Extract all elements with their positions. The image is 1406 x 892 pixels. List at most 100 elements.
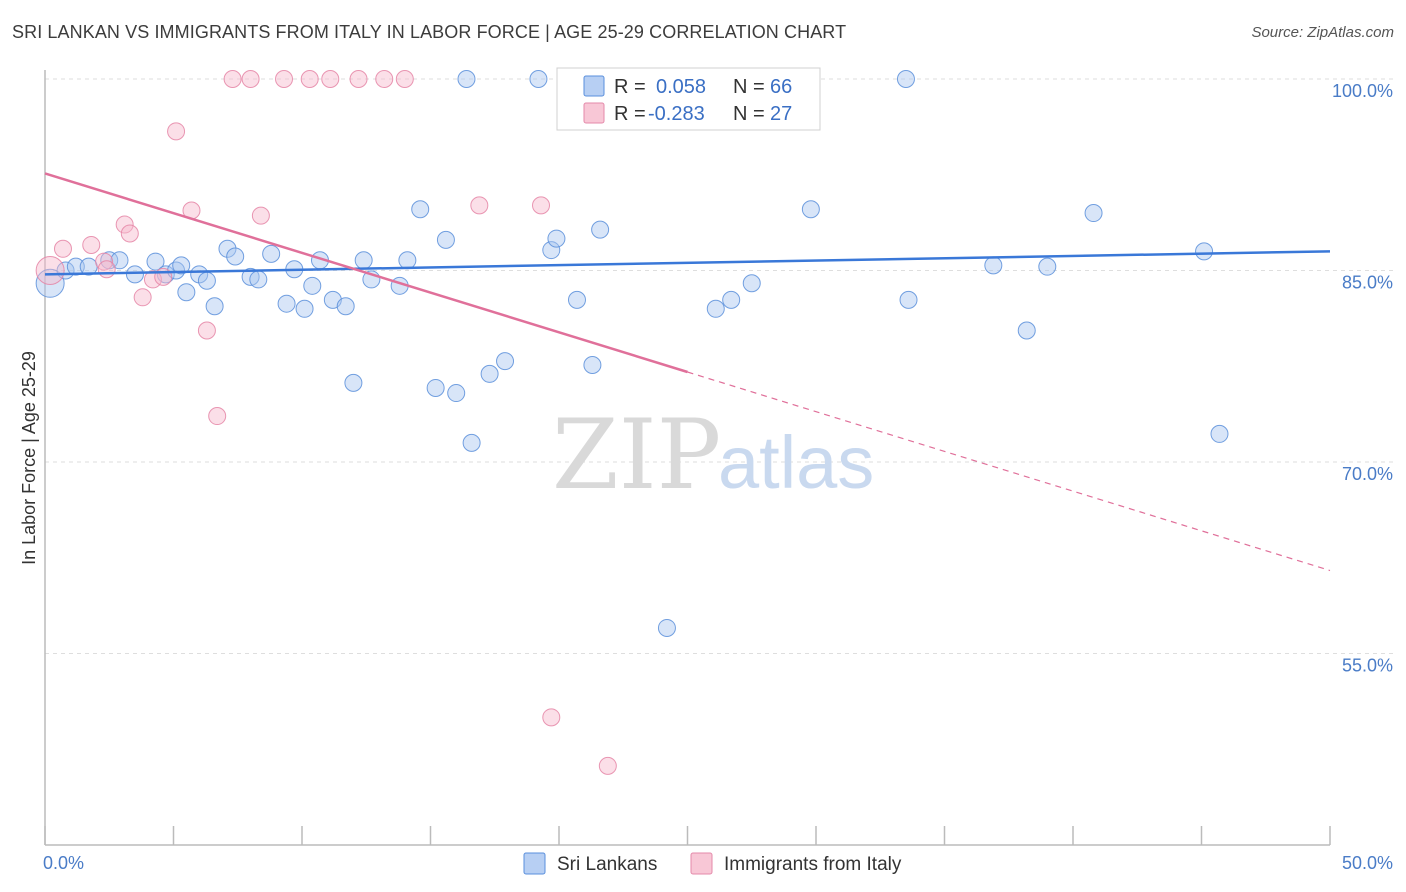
- italy-point-25: [542, 708, 561, 727]
- sri-lankan-point-33: [426, 378, 445, 397]
- sri-lankan-point-16: [226, 247, 245, 266]
- watermark: ZIP atlas: [552, 399, 874, 511]
- y-tick-label-2: 70.0%: [1342, 464, 1393, 484]
- sri-lankan-point-28: [354, 251, 373, 270]
- sri-lankan-point-22: [295, 299, 314, 318]
- sri-lankan-point-53: [801, 200, 820, 219]
- bottom-legend: Sri Lankans Immigrants from Italy: [523, 852, 902, 875]
- sri-lankan-point-56: [984, 256, 1003, 275]
- legend-box: R = 0.058 N = 66 R = -0.283 N = 27: [556, 67, 821, 131]
- italy-point-8: [143, 270, 162, 289]
- y-axis-label: In Labor Force | Age 25-29: [19, 351, 39, 565]
- sri-lankan-point-14: [205, 297, 224, 316]
- italy-point-0: [35, 256, 65, 285]
- italy-point-24: [532, 196, 551, 215]
- sri-lankan-point-40: [529, 70, 548, 88]
- source-label: Source: ZipAtlas.com: [1251, 24, 1394, 41]
- legend-n-label-1: N =: [733, 76, 765, 98]
- italy-point-16: [251, 206, 270, 225]
- italy-point-19: [321, 70, 340, 88]
- sri-lankan-point-36: [457, 70, 476, 88]
- legend-swatch-pink: [583, 102, 605, 124]
- sri-lankan-point-32: [411, 200, 430, 219]
- italy-point-15: [241, 70, 260, 88]
- sri-lankan-point-42: [547, 229, 566, 248]
- y-tick-label-1: 85.0%: [1342, 273, 1393, 293]
- sri-lankan-point-58: [1038, 257, 1057, 276]
- sri-lankan-point-46: [591, 220, 610, 239]
- sri-lankan-point-51: [742, 274, 761, 293]
- y-tick-labels: 100.0% 85.0% 70.0% 55.0%: [1332, 81, 1393, 676]
- sri-lankan-point-38: [480, 364, 499, 383]
- sri-lankan-point-12: [190, 265, 209, 284]
- italy-point-10: [167, 122, 186, 141]
- sri-lankan-point-48: [657, 618, 676, 637]
- trend-line-italy-solid: [44, 172, 688, 374]
- trend-line-italy-dashed: [687, 371, 1331, 572]
- sri-lankan-point-55: [899, 290, 918, 309]
- sri-lankan-point-37: [462, 433, 481, 452]
- italy-point-2: [82, 235, 101, 254]
- italy-point-26: [598, 756, 617, 775]
- sri-lankan-point-49: [706, 299, 725, 318]
- watermark-zip: ZIP: [552, 399, 721, 511]
- sri-lankan-point-13: [197, 271, 216, 290]
- sri-lankan-point-11: [177, 283, 196, 302]
- y-tick-label-3: 55.0%: [1342, 656, 1393, 676]
- sri-lankan-point-2: [66, 257, 85, 276]
- x-ticks: [44, 826, 1331, 845]
- legend-r-value-2: -0.283: [648, 103, 705, 125]
- italy-point-5: [115, 215, 134, 234]
- italy-point-13: [208, 407, 227, 426]
- sri-lankan-point-27: [344, 373, 363, 392]
- legend-n-value-1: 66: [770, 76, 792, 98]
- sri-lankan-point-34: [436, 230, 455, 249]
- italy-point-4: [97, 260, 116, 279]
- sri-lankan-point-57: [1017, 321, 1036, 340]
- sri-lankan-point-59: [1084, 204, 1103, 223]
- italy-point-14: [223, 70, 242, 88]
- y-tick-label-0: 100.0%: [1332, 81, 1393, 101]
- bottom-legend-swatch-sri-lankans: [523, 852, 546, 875]
- sri-lankan-point-19: [262, 244, 281, 263]
- italy-point-20: [349, 70, 368, 88]
- sri-lankan-point-41: [542, 241, 561, 260]
- sri-lankan-point-20: [277, 294, 296, 313]
- legend-r-label-2: R =: [614, 103, 646, 125]
- legend-r-value-1: 0.058: [656, 76, 706, 98]
- sri-lankan-point-15: [218, 239, 237, 258]
- sri-lankan-point-7: [146, 252, 165, 271]
- italy-point-7: [133, 288, 152, 307]
- italy-point-22: [395, 70, 414, 88]
- watermark-atlas: atlas: [718, 421, 874, 504]
- italy-point-21: [375, 70, 394, 88]
- gridlines: [45, 78, 1393, 654]
- sri-lankan-point-5: [110, 251, 129, 270]
- sri-lankan-point-31: [398, 251, 417, 270]
- sri-lankan-point-44: [567, 290, 586, 309]
- sri-lankan-point-50: [722, 290, 741, 309]
- trend-lines: [44, 172, 1331, 572]
- legend-r-label-1: R =: [614, 76, 646, 98]
- sri-lankan-point-18: [249, 270, 268, 289]
- sri-lankan-point-10: [172, 256, 191, 275]
- legend-n-label-2: N =: [733, 103, 765, 125]
- italy-point-12: [197, 321, 216, 340]
- sri-lankan-point-23: [303, 276, 322, 295]
- trend-line-sri-lankans: [44, 250, 1331, 276]
- bottom-legend-label-sri-lankans: Sri Lankans: [557, 854, 657, 875]
- sri-lankan-point-45: [583, 355, 602, 374]
- legend-swatch-blue: [583, 75, 605, 97]
- legend-n-value-2: 27: [770, 103, 792, 125]
- italy-point-23: [470, 196, 489, 215]
- sri-lankan-point-6: [125, 265, 144, 284]
- sri-lankan-point-0: [35, 268, 65, 298]
- sri-lankan-point-54: [896, 70, 915, 88]
- italy-point-17: [275, 70, 294, 88]
- italy-point-1: [53, 239, 72, 258]
- italy-point-6: [120, 224, 139, 243]
- sri-lankan-point-26: [336, 297, 355, 316]
- sri-lankan-point-60: [1195, 242, 1214, 261]
- sri-lankan-point-61: [1210, 424, 1229, 443]
